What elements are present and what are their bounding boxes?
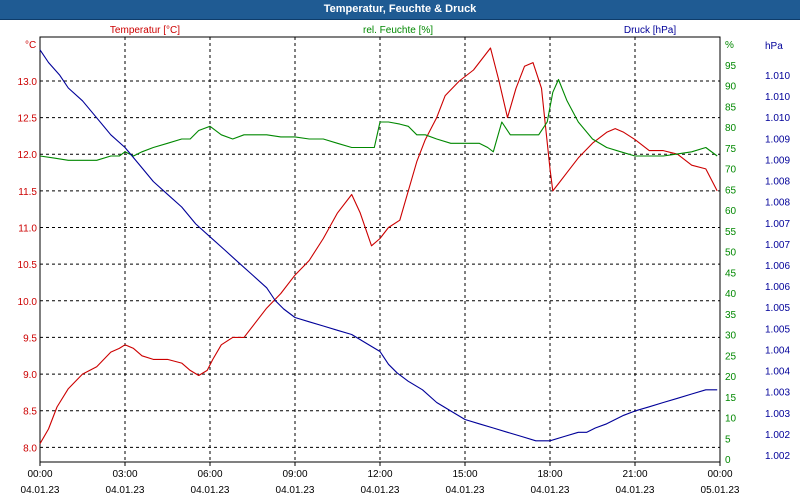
temperature-tick-label: 13.0 — [18, 77, 38, 88]
x-tick-time: 00:00 — [707, 469, 732, 480]
temperature-unit-label: °C — [25, 40, 36, 51]
humidity-tick-label: 40 — [725, 289, 737, 300]
pressure-tick-label: 1.005 — [765, 303, 790, 314]
x-tick-date: 04.01.23 — [191, 485, 230, 496]
x-tick-time: 03:00 — [112, 469, 137, 480]
pressure-tick-label: 1.002 — [765, 430, 790, 441]
humidity-tick-label: 80 — [725, 123, 737, 134]
humidity-tick-label: 25 — [725, 351, 737, 362]
humidity-tick-label: 10 — [725, 414, 737, 425]
humidity-tick-label: 55 — [725, 227, 737, 238]
x-tick-date: 04.01.23 — [361, 485, 400, 496]
pressure-unit-label: hPa — [765, 41, 783, 52]
title-bar — [0, 0, 800, 20]
pressure-tick-label: 1.008 — [765, 177, 790, 188]
humidity-tick-label: 15 — [725, 393, 737, 404]
pressure-tick-label: 1.010 — [765, 92, 790, 103]
humidity-tick-label: 30 — [725, 331, 737, 342]
humidity-tick-label: 60 — [725, 206, 737, 217]
legend-humidity: rel. Feuchte [%] — [363, 25, 433, 36]
pressure-tick-label: 1.006 — [765, 261, 790, 272]
pressure-tick-label: 1.007 — [765, 240, 790, 251]
humidity-tick-label: % — [725, 40, 734, 51]
x-tick-time: 12:00 — [367, 469, 392, 480]
humidity-tick-label: 85 — [725, 102, 737, 113]
humidity-tick-label: 35 — [725, 310, 737, 321]
humidity-tick-label: 20 — [725, 372, 737, 383]
chart-title: Temperatur, Feuchte & Druck — [323, 3, 477, 15]
x-tick-date: 04.01.23 — [276, 485, 315, 496]
humidity-tick-label: 70 — [725, 165, 737, 176]
humidity-tick-label: 65 — [725, 185, 737, 196]
humidity-tick-label: 0 — [725, 455, 731, 466]
x-tick-time: 00:00 — [27, 469, 52, 480]
temperature-tick-label: 10.5 — [18, 260, 38, 271]
series-lines — [39, 47, 718, 444]
pressure-tick-label: 1.004 — [765, 367, 790, 378]
humidity-tick-label: 50 — [725, 248, 737, 259]
pressure-tick-label: 1.004 — [765, 345, 790, 356]
x-tick-date: 04.01.23 — [21, 485, 60, 496]
x-tick-date: 04.01.23 — [446, 485, 485, 496]
series-line-humidity — [39, 78, 718, 161]
temperature-tick-label: 10.0 — [18, 297, 38, 308]
pressure-tick-label: 1.007 — [765, 219, 790, 230]
legend-temperature: Temperatur [°C] — [110, 25, 180, 36]
pressure-tick-label: 1.010 — [765, 113, 790, 124]
temperature-tick-label: 11.5 — [18, 187, 37, 198]
humidity-tick-label: 90 — [725, 82, 737, 93]
x-tick-time: 09:00 — [282, 469, 307, 480]
x-tick-time: 06:00 — [197, 469, 222, 480]
temperature-tick-label: 11.0 — [18, 224, 37, 235]
x-tick-time: 15:00 — [452, 469, 477, 480]
temperature-tick-label: 12.0 — [18, 150, 38, 161]
grid — [40, 37, 720, 462]
x-tick-date: 04.01.23 — [616, 485, 655, 496]
temperature-tick-label: 8.0 — [23, 443, 37, 454]
x-tick-date: 05.01.23 — [701, 485, 740, 496]
pressure-tick-label: 1.005 — [765, 324, 790, 335]
pressure-tick-label: 1.010 — [765, 71, 790, 82]
temperature-tick-label: 9.5 — [23, 333, 37, 344]
pressure-tick-label: 1.008 — [765, 198, 790, 209]
temperature-tick-label: 12.5 — [18, 114, 38, 125]
x-tick-date: 04.01.23 — [531, 485, 570, 496]
temperature-tick-label: 9.0 — [23, 370, 37, 381]
series-line-pressure — [39, 49, 718, 442]
humidity-tick-label: 95 — [725, 61, 737, 72]
pressure-tick-label: 1.006 — [765, 282, 790, 293]
legend-pressure: Druck [hPa] — [624, 25, 676, 36]
pressure-tick-label: 1.009 — [765, 155, 790, 166]
x-tick-time: 18:00 — [537, 469, 562, 480]
temperature-tick-label: 8.5 — [23, 407, 37, 418]
x-tick-time: 21:00 — [622, 469, 647, 480]
pressure-tick-label: 1.003 — [765, 388, 790, 399]
humidity-tick-label: 5 — [725, 434, 731, 445]
pressure-tick-label: 1.002 — [765, 451, 790, 462]
pressure-tick-label: 1.003 — [765, 409, 790, 420]
pressure-tick-label: 1.009 — [765, 134, 790, 145]
x-tick-date: 04.01.23 — [106, 485, 145, 496]
series-line-temperature — [39, 47, 718, 444]
humidity-tick-label: 45 — [725, 268, 737, 279]
axes: 00:00 04.01.23 03:00 04.01.23 06:00 04.01.23 0… — [18, 25, 791, 496]
humidity-tick-label: 75 — [725, 144, 737, 155]
